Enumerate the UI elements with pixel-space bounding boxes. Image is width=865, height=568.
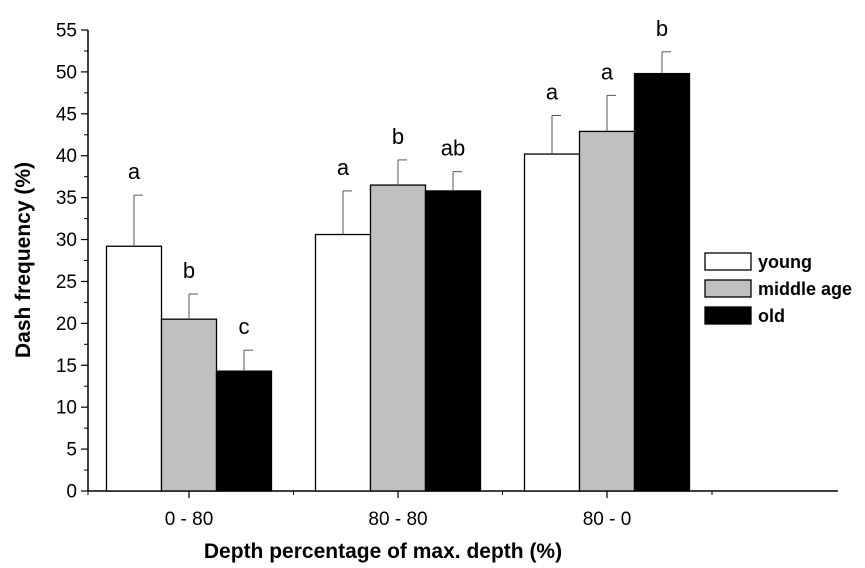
- significance-label: a: [128, 159, 141, 184]
- significance-label: a: [337, 155, 350, 180]
- significance-label: b: [656, 16, 668, 41]
- y-tick-label: 0: [66, 482, 77, 503]
- x-tick-label: 80 - 0: [583, 509, 632, 530]
- y-tick-label: 15: [56, 356, 77, 377]
- significance-label: b: [392, 124, 404, 149]
- y-tick-label: 35: [56, 188, 77, 209]
- x-tick-label: 80 - 80: [368, 509, 427, 530]
- legend-swatch-old: [704, 306, 752, 325]
- bar-middle-age-1: [160, 318, 218, 492]
- y-tick-label: 55: [56, 21, 77, 42]
- bar-middle-age-2: [369, 184, 427, 492]
- legend: young middle age old: [704, 252, 852, 326]
- y-tick-label: 5: [66, 440, 77, 461]
- significance-label: c: [239, 314, 250, 339]
- bar-young-3: [523, 153, 581, 492]
- y-tick-label: 40: [56, 146, 77, 167]
- y-ticks: 0 5 10 15 20 25 30 35 40 45 50 55: [56, 21, 88, 503]
- y-tick-label: 45: [56, 104, 77, 125]
- bar-young-2: [314, 233, 372, 492]
- significance-label: b: [183, 258, 195, 283]
- y-tick-label: 20: [56, 314, 77, 335]
- legend-label: old: [758, 306, 785, 326]
- x-axis-title: Depth percentage of max. depth (%): [204, 540, 562, 563]
- bar-old-3: [633, 72, 691, 492]
- legend-label: middle age: [758, 279, 852, 299]
- legend-swatch-young: [704, 252, 752, 271]
- bar-young-1: [105, 245, 163, 492]
- x-tick-label: 0 - 80: [165, 509, 214, 530]
- y-tick-label: 50: [56, 62, 77, 83]
- x-ticks: 0 - 80 80 - 80 80 - 0: [87, 491, 713, 530]
- legend-swatch-middle-age: [704, 279, 752, 298]
- significance-label: ab: [441, 136, 465, 161]
- bar-old-1: [215, 370, 273, 492]
- y-axis-title: Dash frequency (%): [12, 162, 35, 358]
- y-tick-label: 10: [56, 398, 77, 419]
- significance-label: a: [546, 79, 559, 104]
- y-tick-label: 25: [56, 272, 77, 293]
- bar-old-2: [424, 190, 482, 492]
- y-tick-label: 30: [56, 230, 77, 251]
- significance-label: a: [601, 59, 614, 84]
- bar-middle-age-3: [578, 130, 636, 492]
- legend-label: young: [758, 252, 812, 272]
